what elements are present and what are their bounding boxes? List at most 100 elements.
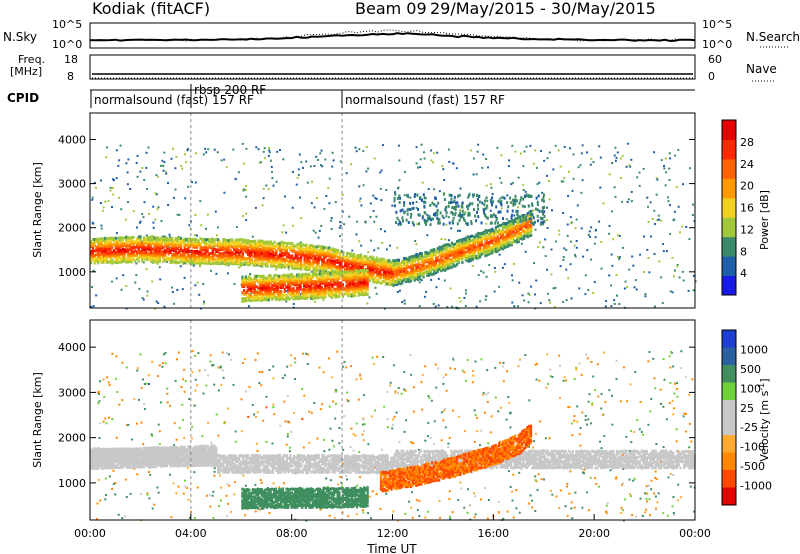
velocity-speckle bbox=[432, 443, 435, 446]
power-speckle bbox=[105, 156, 108, 159]
velocity-speckle bbox=[427, 395, 430, 398]
power-speckle bbox=[297, 168, 300, 171]
power-speckle bbox=[204, 147, 207, 150]
power-cell bbox=[102, 247, 105, 251]
velocity-speckle bbox=[604, 401, 607, 404]
power-cell bbox=[185, 243, 188, 247]
power-speckle bbox=[339, 221, 342, 224]
power-cell bbox=[435, 204, 438, 208]
power-cell bbox=[342, 251, 345, 254]
power-speckle bbox=[647, 257, 650, 259]
power-cell bbox=[407, 221, 410, 224]
power-speckle bbox=[317, 159, 320, 161]
power-speckle bbox=[529, 144, 532, 147]
power-cell bbox=[412, 206, 415, 210]
power-cell bbox=[423, 204, 426, 208]
power-cell bbox=[366, 292, 369, 296]
power-cell bbox=[234, 247, 237, 250]
power-speckle bbox=[152, 205, 155, 208]
power-cell bbox=[180, 253, 183, 257]
power-cell bbox=[437, 221, 440, 225]
power-speckle bbox=[613, 154, 616, 157]
power-cell bbox=[202, 260, 206, 263]
power-cell bbox=[158, 256, 161, 260]
power-cell bbox=[268, 246, 271, 250]
power-speckle bbox=[538, 181, 541, 184]
power-speckle bbox=[184, 197, 187, 200]
power-speckle bbox=[419, 158, 422, 161]
power-cell bbox=[354, 278, 357, 282]
power-cell bbox=[536, 208, 539, 212]
power-cell bbox=[409, 201, 412, 205]
power-cell bbox=[192, 253, 195, 257]
power-cell bbox=[270, 254, 273, 258]
power-cell bbox=[144, 257, 147, 261]
power-cell bbox=[120, 248, 123, 252]
power-speckle bbox=[628, 268, 631, 271]
power-speckle bbox=[639, 253, 642, 256]
power-cell bbox=[229, 244, 232, 248]
power-cell bbox=[366, 273, 369, 276]
power-cell bbox=[247, 249, 250, 253]
power-speckle bbox=[373, 249, 376, 252]
power-cell bbox=[135, 257, 139, 261]
power-cell bbox=[120, 236, 123, 240]
power-cell bbox=[511, 209, 514, 213]
power-cell bbox=[220, 242, 223, 246]
power-cell bbox=[512, 198, 514, 202]
power-speckle bbox=[500, 207, 503, 210]
velocity-speckle bbox=[440, 411, 443, 414]
power-speckle bbox=[681, 270, 684, 273]
power-speckle bbox=[505, 218, 508, 221]
velocity-speckle bbox=[151, 507, 154, 510]
power-speckle bbox=[590, 258, 592, 261]
power-cell bbox=[135, 245, 139, 249]
power-cell bbox=[194, 261, 197, 265]
power-cell bbox=[165, 238, 169, 242]
velocity-speckle bbox=[289, 446, 291, 449]
power-cell bbox=[243, 238, 246, 242]
power-cell bbox=[255, 241, 259, 245]
velocity-speckle bbox=[408, 500, 411, 503]
power-cell bbox=[142, 245, 146, 249]
power-speckle bbox=[572, 177, 575, 180]
power-speckle bbox=[415, 243, 418, 246]
power-speckle bbox=[403, 194, 406, 197]
power-cell bbox=[494, 221, 497, 225]
power-speckle bbox=[546, 219, 549, 221]
power-speckle bbox=[682, 183, 684, 186]
power-cell bbox=[421, 216, 424, 220]
power-cell bbox=[150, 246, 153, 249]
power-speckle bbox=[600, 241, 603, 244]
power-speckle bbox=[584, 274, 587, 277]
power-cell bbox=[112, 249, 116, 253]
power-speckle bbox=[613, 186, 616, 189]
power-cell bbox=[397, 258, 400, 262]
power-speckle bbox=[339, 235, 342, 238]
power-speckle bbox=[449, 287, 452, 290]
power-cell bbox=[160, 242, 163, 246]
power-speckle bbox=[285, 231, 288, 234]
power-cell bbox=[104, 257, 107, 261]
power-cell bbox=[270, 261, 273, 265]
power-cell bbox=[461, 209, 464, 213]
power-cell bbox=[141, 241, 144, 245]
power-cell bbox=[176, 255, 179, 259]
power-speckle bbox=[668, 179, 671, 181]
power-cell bbox=[271, 253, 274, 257]
power-speckle bbox=[223, 158, 226, 161]
power-speckle bbox=[292, 170, 294, 173]
velocity-speckle bbox=[679, 367, 682, 370]
power-speckle bbox=[111, 280, 113, 283]
power-speckle bbox=[382, 144, 384, 147]
power-cell bbox=[109, 258, 112, 262]
power-cell bbox=[174, 249, 177, 253]
power-cell bbox=[114, 254, 117, 258]
power-speckle bbox=[262, 197, 265, 200]
power-speckle bbox=[255, 146, 258, 149]
power-cell bbox=[453, 195, 456, 199]
power-speckle bbox=[196, 281, 199, 284]
power-cell bbox=[222, 252, 225, 256]
